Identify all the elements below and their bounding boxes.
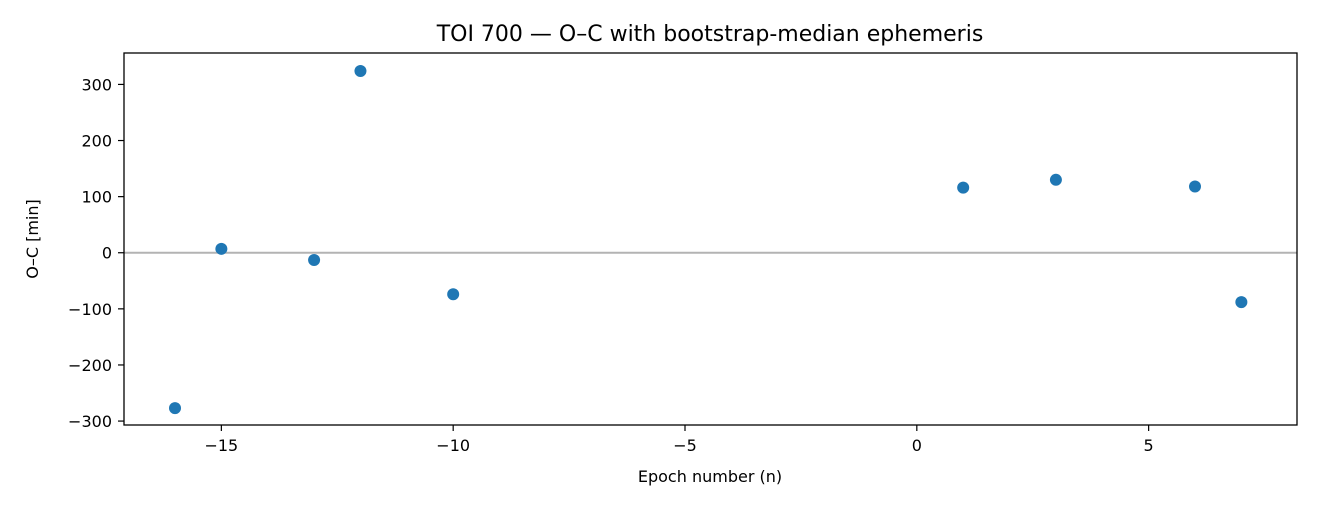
data-point-2 (308, 254, 321, 267)
y-tick-label: 200 (81, 132, 112, 151)
y-tick-label: 100 (81, 188, 112, 207)
data-point-6 (1049, 173, 1062, 186)
y-axis-label: O–C [min] (23, 199, 42, 279)
chart-title: TOI 700 — O–C with bootstrap-median ephe… (436, 22, 984, 47)
data-point-5 (957, 181, 970, 194)
data-points (169, 64, 1248, 415)
x-tick-label: −15 (204, 436, 238, 455)
plot-area-frame (123, 52, 1298, 426)
y-tick-label: −100 (68, 300, 112, 319)
x-tick-label: −5 (673, 436, 697, 455)
x-tick-label: 0 (912, 436, 922, 455)
data-point-8 (1235, 296, 1248, 309)
x-tick-label: −10 (436, 436, 470, 455)
y-tick-label: −200 (68, 356, 112, 375)
y-tick-label: 0 (102, 244, 112, 263)
x-axis-label: Epoch number (n) (638, 467, 782, 486)
x-tick-label: 5 (1144, 436, 1154, 455)
y-tick-label: 300 (81, 75, 112, 94)
data-point-3 (354, 64, 367, 77)
y-tick-label: −300 (68, 412, 112, 431)
data-point-0 (169, 402, 181, 415)
data-point-7 (1189, 180, 1201, 193)
data-point-1 (215, 242, 228, 255)
y-axis-ticks: −300 −200 −100 0 100 200 300 (68, 75, 124, 431)
data-point-4 (447, 288, 460, 301)
x-axis-ticks: −15 −10 −5 0 5 (204, 425, 1154, 455)
